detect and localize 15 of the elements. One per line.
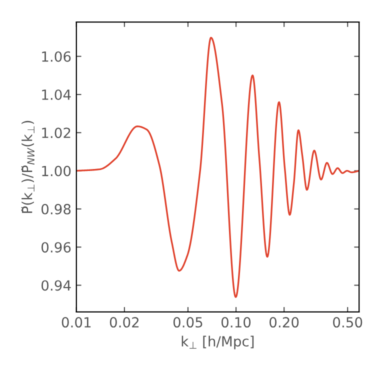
y-tick-label: 1.06: [42, 51, 71, 62]
x-tick-label: 0.01: [62, 317, 91, 328]
y-tick-label: 0.98: [42, 204, 71, 214]
y-tick-label: 0.96: [42, 242, 71, 253]
y-tick-label: 1.04: [42, 89, 71, 100]
y-tick-label: 1.00: [42, 166, 71, 176]
x-tick-label: 0.02: [110, 317, 139, 328]
y-axis-title: P̃(k$_{⊥}$)/P̃$_{NW}$(k$_{⊥}$): [21, 120, 34, 213]
y-tick-label: 0.94: [42, 280, 71, 291]
x-tick-label: 0.20: [270, 317, 299, 328]
x-tick-label: 0.05: [173, 317, 202, 328]
x-tick-label: 0.10: [221, 317, 251, 328]
y-tick-label: 1.02: [42, 128, 70, 138]
x-tick-label: 0.50: [333, 317, 362, 328]
x-axis-title: k$_{⊥}$ [h/Mpc]: [182, 336, 254, 350]
